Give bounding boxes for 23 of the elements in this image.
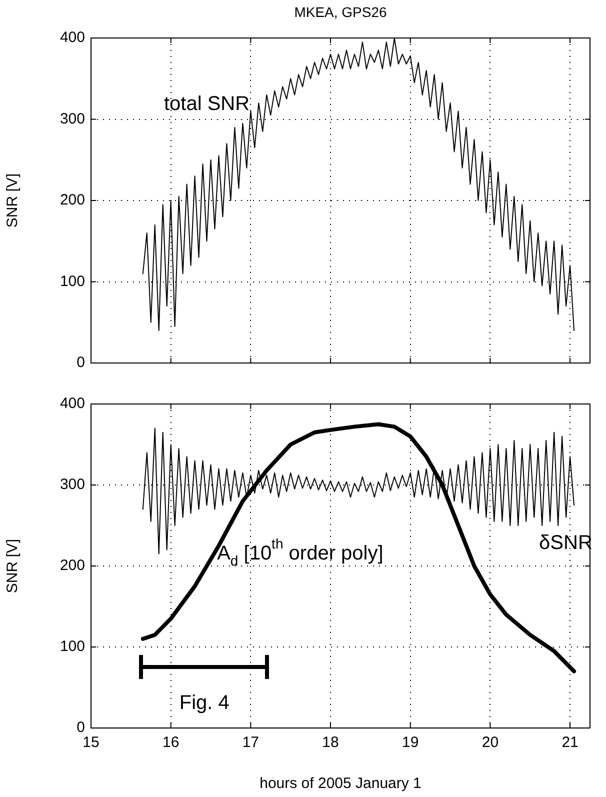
y-tick-label: 400: [60, 29, 85, 46]
y-tick-label: 300: [60, 110, 85, 128]
y-axis-title: SNR [V]: [4, 173, 22, 228]
x-axis-title: hours of 2005 January 1: [260, 775, 422, 792]
chart-title: MKEA, GPS26: [294, 4, 388, 20]
x-tick-label: 18: [322, 734, 339, 752]
annotation: Fig. 4: [179, 692, 230, 714]
y-axis-title: SNR [V]: [4, 538, 22, 594]
y-tick-label: 100: [60, 272, 85, 290]
x-tick-label: 21: [562, 734, 578, 752]
y-tick-label: 0: [76, 719, 85, 736]
series-label: total SNR: [164, 93, 250, 116]
x-tick-label: 19: [402, 734, 419, 752]
y-tick-label: 400: [60, 395, 85, 412]
x-tick-label: 16: [162, 734, 180, 752]
x-tick-label: 15: [82, 734, 100, 752]
y-tick-label: 200: [60, 557, 85, 574]
x-tick-label: 20: [482, 734, 499, 752]
y-tick-label: 100: [60, 638, 85, 656]
x-tick-label: 17: [242, 734, 260, 752]
y-tick-label: 300: [60, 476, 85, 494]
y-tick-label: 200: [60, 192, 85, 209]
y-tick-label: 0: [76, 354, 85, 372]
